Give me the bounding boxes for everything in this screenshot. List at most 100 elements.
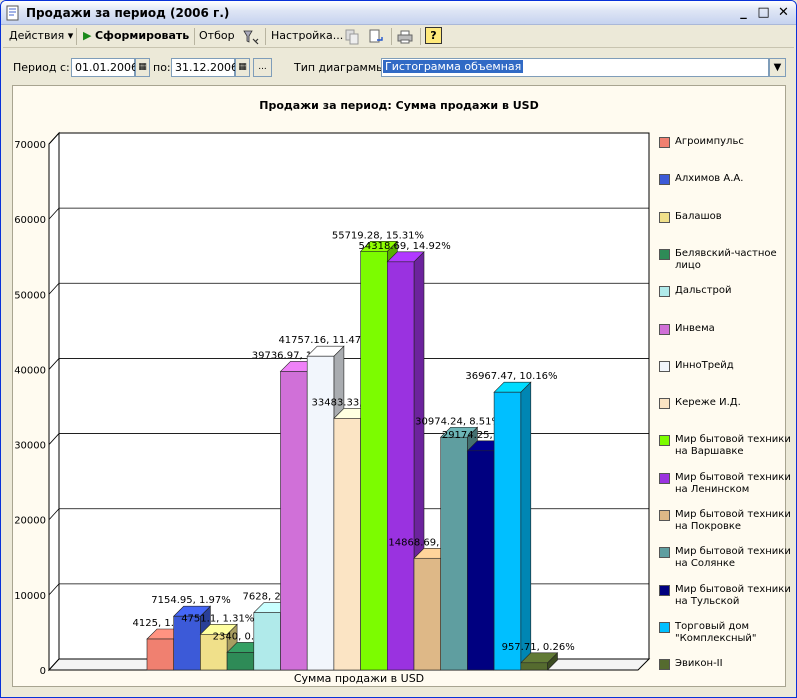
period-to-label: по: xyxy=(153,61,171,74)
y-tick-label: 40000 xyxy=(14,365,46,376)
legend-swatch xyxy=(659,398,670,410)
legend-swatch xyxy=(659,174,670,186)
print-icon[interactable] xyxy=(396,28,414,46)
legend-swatch xyxy=(659,360,670,372)
chart-panel: Продажи за период: Сумма продажи в USD 0 1… xyxy=(12,85,791,687)
window-title: Продажи за период (2006 г.) xyxy=(26,6,230,20)
bar xyxy=(306,355,335,671)
legend-label: Мир бытовой техники на Варшавке xyxy=(675,434,791,458)
bar xyxy=(226,652,255,671)
minimize-button[interactable]: _ xyxy=(740,5,747,20)
bar xyxy=(440,436,468,671)
gridline xyxy=(48,283,60,295)
bar xyxy=(360,251,388,671)
calendar-icon[interactable]: ▦ xyxy=(135,58,150,77)
bar-side xyxy=(520,381,532,671)
bar xyxy=(493,391,522,671)
legend-label: Дальстрой xyxy=(675,285,732,297)
data-label: 55719.28, 15.31% xyxy=(332,230,424,241)
bar xyxy=(520,662,548,671)
x-axis-label: Сумма продажи в USD xyxy=(294,672,424,685)
y-tick-label: 70000 xyxy=(14,140,46,151)
legend-swatch xyxy=(659,472,670,484)
legend-swatch xyxy=(659,547,670,559)
refresh-icon[interactable] xyxy=(367,28,385,46)
bar xyxy=(386,261,415,671)
legend-label: Мир бытовой техники на Тульской xyxy=(675,583,791,607)
legend-label: Мир бытовой техники на Солянке xyxy=(675,546,791,570)
legend-label: Мир бытовой техники на Покровке xyxy=(675,509,791,532)
chart-title: Продажи за период: Сумма продажи в USD xyxy=(259,99,538,112)
legend-label: Алхимов А.А. xyxy=(675,173,744,185)
help-button[interactable]: ? xyxy=(425,27,442,44)
bar xyxy=(173,615,201,671)
period-select-button[interactable]: ... xyxy=(253,58,272,77)
chart-type-label: Тип диаграммы: xyxy=(294,61,389,74)
copy-icon[interactable] xyxy=(343,28,361,46)
toolbar-divider xyxy=(76,28,77,45)
period-from-label: Период с: xyxy=(13,61,70,74)
legend-label: Мир бытовой техники на Ленинском xyxy=(675,471,791,495)
period-from-field[interactable]: 01.01.2006 xyxy=(71,58,138,77)
data-label: 54318.69, 14.92% xyxy=(359,241,451,252)
legend-label: Инвема xyxy=(675,322,715,334)
legend-label: Кереже И.Д. xyxy=(675,397,741,409)
settings-button[interactable]: Настройка... xyxy=(271,29,344,42)
chart-type-select[interactable]: Гистограмма объемная xyxy=(381,58,769,77)
legend-swatch xyxy=(659,435,670,447)
period-to-field[interactable]: 31.12.2006 xyxy=(171,58,238,77)
calendar-icon[interactable]: ▦ xyxy=(235,58,250,77)
bar xyxy=(467,450,495,671)
play-icon: ▶ xyxy=(83,29,92,42)
legend-swatch xyxy=(659,286,670,298)
data-label: 36967.47, 10.16% xyxy=(465,371,557,382)
legend-swatch xyxy=(659,323,670,335)
data-label: 41757.16, 11.47% xyxy=(278,335,370,346)
gridline xyxy=(48,433,60,445)
toolbar-divider xyxy=(420,28,421,45)
y-tick-label: 0 xyxy=(40,666,46,677)
gridline xyxy=(48,583,60,596)
legend-swatch xyxy=(659,211,670,223)
y-tick-label: 30000 xyxy=(14,441,46,452)
toolbar-divider xyxy=(194,28,195,45)
close-button[interactable]: ✕ xyxy=(778,5,789,20)
filter-settings-icon[interactable] xyxy=(242,28,260,46)
toolbar-divider xyxy=(391,28,392,45)
legend-label: ИнноТрейд xyxy=(675,359,734,371)
gridline xyxy=(48,358,60,370)
bar xyxy=(253,612,281,671)
data-label: 7154.95, 1.97% xyxy=(151,595,230,606)
data-label: 29174.25, 8.02% xyxy=(442,430,528,441)
legend-swatch xyxy=(659,137,670,148)
legend-label: Агроимпульс xyxy=(675,136,744,147)
gridline xyxy=(48,508,60,520)
data-label: 4125, 1.13% xyxy=(133,618,197,629)
data-label: 4751.1, 1.31% xyxy=(181,613,254,624)
generate-button[interactable]: ▶ Сформировать xyxy=(83,29,190,42)
title-bar[interactable]: Продажи за период (2006 г.) _ □ ✕ xyxy=(1,1,796,25)
maximize-button[interactable]: □ xyxy=(757,5,770,20)
actions-menu[interactable]: Действия ▾ xyxy=(9,29,74,42)
filter-button[interactable]: Отбор xyxy=(199,29,235,42)
report-icon xyxy=(6,5,19,21)
data-label: 30974.24, 8.51% xyxy=(415,416,501,427)
toolbar: Действия ▾ ▶ Сформировать Отбор Настройк… xyxy=(3,26,794,48)
y-tick-label: 50000 xyxy=(14,290,46,301)
y-tick-label: 60000 xyxy=(14,215,46,226)
data-label: 14868.69, 4.09% xyxy=(388,537,474,548)
legend-label: Белявский-частное лицо xyxy=(675,247,777,271)
legend-swatch xyxy=(659,510,670,521)
legend-swatch xyxy=(659,584,670,596)
filter-bar: Период с: 01.01.2006 ▦ по: 31.12.2006 ▦ … xyxy=(1,53,796,81)
legend-swatch xyxy=(659,621,670,633)
bar xyxy=(333,418,361,671)
toolbar-divider xyxy=(265,28,266,45)
legend-label: Эвикон-II xyxy=(675,658,723,670)
chevron-down-icon: ▾ xyxy=(67,29,74,42)
data-label: 2340, 0.64% xyxy=(213,631,277,642)
legend-swatch xyxy=(659,248,670,260)
data-label: 33483.33, 9.2% xyxy=(312,397,391,408)
dropdown-arrow-icon[interactable]: ▼ xyxy=(769,58,786,77)
y-tick-label: 20000 xyxy=(14,516,46,527)
